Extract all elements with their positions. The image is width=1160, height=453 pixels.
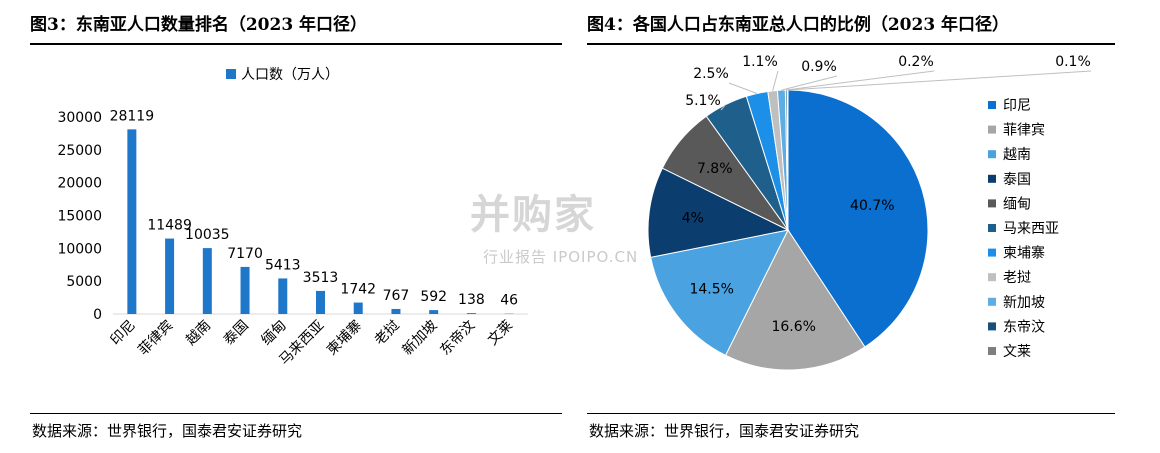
y-tick-label: 5000 xyxy=(66,274,102,290)
legend-swatch xyxy=(988,199,996,208)
bar-value-label: 138 xyxy=(458,292,485,308)
pie-value-label: 7.8% xyxy=(697,161,733,177)
watermark-logo-text: 并购家 xyxy=(470,192,596,238)
legend-swatch xyxy=(988,273,996,282)
category-label: 新加坡 xyxy=(399,318,440,359)
pie-value-label: 1.1% xyxy=(742,54,778,70)
legend-swatch xyxy=(988,150,996,159)
category-label: 菲律宾 xyxy=(135,318,176,359)
leader-line xyxy=(786,70,935,91)
legend-label: 新加坡 xyxy=(1003,295,1045,311)
category-label: 柬埔寨 xyxy=(323,317,365,359)
y-tick-label: 0 xyxy=(93,307,102,323)
bar-value-label: 7170 xyxy=(227,246,263,262)
pie-value-label: 5.1% xyxy=(685,93,721,109)
left-bottom-rule xyxy=(30,413,562,414)
category-label: 越南 xyxy=(183,318,214,349)
legend-label: 马来西亚 xyxy=(1003,221,1059,237)
bar xyxy=(165,238,175,314)
bar xyxy=(127,129,137,314)
right-bottom-rule xyxy=(587,413,1115,414)
bar xyxy=(429,310,439,314)
bar-value-label: 592 xyxy=(420,289,447,305)
bar xyxy=(240,266,250,314)
left-chart-title: 图3：东南亚人口数量排名（2023 年口径） xyxy=(30,15,368,35)
legend-swatch xyxy=(226,69,236,79)
legend-label: 人口数（万人） xyxy=(241,67,339,83)
legend-label: 文莱 xyxy=(1003,344,1031,360)
category-label: 印尼 xyxy=(108,318,139,349)
pie-chart: 40.7% 16.6% 14.5% 4% 7.8% 5.1% 2.5% 1.1% 0.9% 0.2… xyxy=(647,54,1092,371)
legend-label: 越南 xyxy=(1003,147,1031,163)
legend-swatch xyxy=(988,125,996,134)
pie-slice xyxy=(650,229,789,356)
pie-value-label: 0.9% xyxy=(801,59,837,75)
legend-label: 柬埔寨 xyxy=(1003,245,1045,262)
legend-label: 印尼 xyxy=(1003,98,1031,114)
y-tick-label: 15000 xyxy=(57,209,102,225)
bar-value-label: 1742 xyxy=(340,282,376,298)
leader-line xyxy=(787,70,1092,91)
category-label: 文莱 xyxy=(485,318,516,349)
right-chart-title: 图4：各国人口占东南亚总人口的比例（2023 年口径） xyxy=(587,15,1010,35)
y-tick-label: 25000 xyxy=(57,143,102,159)
y-tick-label: 20000 xyxy=(57,176,102,192)
legend-label: 东帝汶 xyxy=(1003,318,1045,335)
bar xyxy=(391,308,401,314)
legend-swatch xyxy=(988,322,996,331)
legend-swatch xyxy=(988,224,996,232)
leader-line xyxy=(728,82,758,94)
legend-label: 老挝 xyxy=(1003,270,1031,286)
legend-swatch xyxy=(988,347,996,355)
pie-value-label: 0.2% xyxy=(898,54,934,70)
pie-value-label: 14.5% xyxy=(689,281,733,297)
bar-value-label: 767 xyxy=(383,288,410,304)
legend-swatch xyxy=(988,297,996,306)
pie-value-label: 4% xyxy=(682,211,704,227)
category-label: 东帝汶 xyxy=(437,317,479,359)
leader-line xyxy=(720,104,726,111)
leader-line xyxy=(781,75,838,91)
right-chart-panel: 图4：各国人口占东南亚总人口的比例（2023 年口径） 40.7% 16.6% 14… xyxy=(585,0,1160,453)
y-tick-label: 10000 xyxy=(57,241,102,257)
legend-label: 泰国 xyxy=(1003,172,1031,188)
bar-value-label: 11489 xyxy=(147,218,192,234)
bar-value-label: 5413 xyxy=(265,257,301,273)
leader-line xyxy=(772,70,779,91)
left-source-note: 数据来源：世界银行，国泰君安证券研究 xyxy=(32,422,303,440)
pie-slice xyxy=(647,167,790,258)
pie-value-label: 16.6% xyxy=(771,319,815,335)
legend-label: 菲律宾 xyxy=(1003,123,1045,139)
bar-value-label: 10035 xyxy=(185,227,230,243)
bar xyxy=(316,290,325,314)
bar xyxy=(278,278,288,314)
right-title-rule xyxy=(587,43,1115,45)
right-source-note: 数据来源：世界银行，国泰君安证券研究 xyxy=(589,422,860,440)
pie-slice xyxy=(724,228,866,371)
pie-value-label: 40.7% xyxy=(850,198,894,214)
category-label: 泰国 xyxy=(221,318,252,349)
pie-value-label: 0.1% xyxy=(1055,54,1091,70)
y-tick-label: 30000 xyxy=(57,110,102,126)
category-label: 缅甸 xyxy=(258,318,289,349)
bar-chart: 人口数（万人） 0 5000 10000 15000 20000 25000 30000 281… xyxy=(57,67,528,368)
left-title-rule xyxy=(30,43,562,45)
pie-value-label: 2.5% xyxy=(693,66,729,82)
bar-value-label: 3513 xyxy=(303,270,339,286)
bar-value-label: 28119 xyxy=(110,108,155,124)
bar xyxy=(353,302,363,314)
legend-swatch xyxy=(988,248,996,257)
legend-label: 缅甸 xyxy=(1003,196,1031,212)
legend-swatch xyxy=(988,174,996,183)
bar xyxy=(202,248,212,314)
category-label: 老挝 xyxy=(372,318,403,349)
legend-swatch xyxy=(988,101,996,109)
bar xyxy=(466,313,476,314)
left-chart-panel: 图3：东南亚人口数量排名（2023 年口径） 人口数（万人） 0 5000 10000… xyxy=(0,0,575,453)
watermark-url-text: 行业报告 IPOIPO.CN xyxy=(483,248,639,266)
bar-value-label: 46 xyxy=(500,293,518,309)
